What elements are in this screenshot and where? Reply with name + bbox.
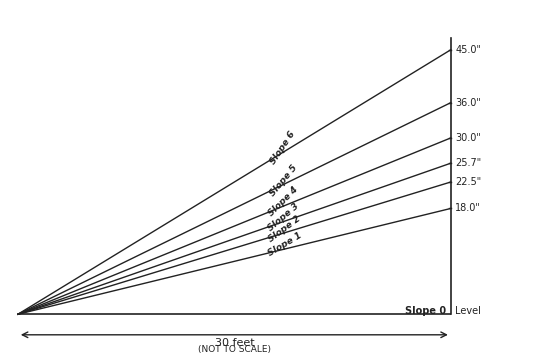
Text: Slope 2: Slope 2 — [266, 214, 302, 243]
Text: 30.0": 30.0" — [455, 133, 481, 143]
Text: Slope 0: Slope 0 — [405, 306, 447, 316]
Text: Slope 1: Slope 1 — [266, 231, 303, 258]
Text: Level: Level — [455, 306, 481, 316]
Text: (NOT TO SCALE): (NOT TO SCALE) — [198, 345, 271, 354]
Text: 25.7": 25.7" — [455, 158, 481, 168]
Text: 30 feet: 30 feet — [215, 338, 254, 348]
Text: Slope 3: Slope 3 — [266, 202, 301, 233]
Text: 36.0": 36.0" — [455, 98, 481, 108]
Text: Slope 4: Slope 4 — [267, 185, 300, 218]
Text: 22.5": 22.5" — [455, 177, 481, 187]
Text: 45.0": 45.0" — [455, 45, 481, 55]
Text: Slope 6: Slope 6 — [269, 130, 297, 166]
Text: 18.0": 18.0" — [455, 203, 481, 213]
Text: Slope 5: Slope 5 — [268, 163, 299, 198]
